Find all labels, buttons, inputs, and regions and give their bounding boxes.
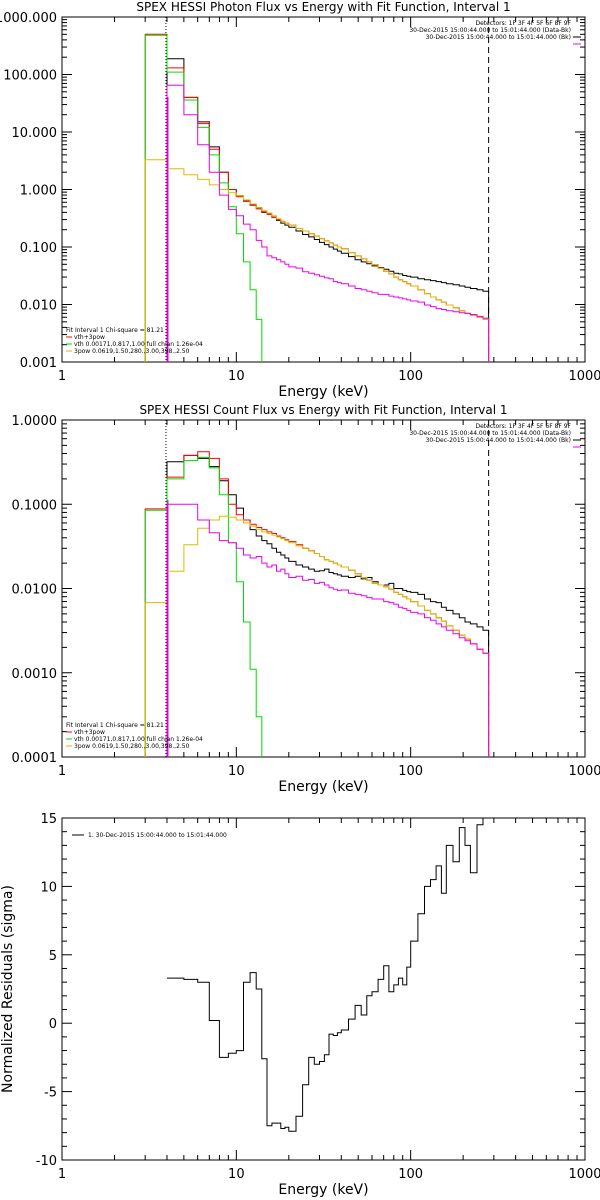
y-tick-label: 1.000 [20, 184, 57, 199]
series-line-black [166, 58, 490, 362]
x-tick-label: 1 [58, 369, 66, 384]
y-tick-label: 0.001 [20, 356, 57, 371]
legend-entry: vth+3pow [74, 729, 105, 736]
legend-entry: Fit Interval 1 Chi-square = 81.21 [66, 722, 164, 729]
legend-entry: 3pow 0.0619,1.50,280.,3.00,398.,2.50 [74, 348, 190, 355]
series-line-green [144, 34, 263, 362]
header-line: 30-Dec-2015 15:00:44.000 to 15:01:44.000… [409, 430, 571, 437]
series-line-magenta [166, 503, 490, 757]
plot-area [144, 420, 490, 757]
series-line-black [166, 454, 490, 757]
series-line-magenta [166, 84, 490, 362]
header-line: Detectors: 1F 3F 4F 5F 6F 8F 9F [475, 423, 571, 430]
x-tick-label: 10 [228, 369, 245, 384]
legend-entry: Fit Interval 1 Chi-square = 81.21 [66, 327, 164, 334]
y-tick-label: 100.000 [3, 69, 57, 84]
x-tick-label: 100 [398, 1167, 423, 1182]
y-tick-label: 0.010 [20, 299, 57, 314]
x-tick-label: 1 [58, 1167, 66, 1182]
y-tick-label: 10.000 [12, 126, 58, 141]
header-line: Detectors: 1F 3F 4F 5F 6F 8F 9F [475, 20, 571, 27]
y-tick-label: -5 [44, 1086, 57, 1101]
legend-entry: 1. 30-Dec-2015 15:00:44.000 to 15:01:44.… [88, 832, 227, 839]
y-tick-label: 1000.000 [0, 11, 57, 26]
plot-area [167, 818, 489, 1132]
legend-entry: vth 0.00171,0.817,1.00 full chian 1.26e-… [74, 736, 203, 743]
x-tick-label: 100 [398, 369, 423, 384]
x-axis-label: Energy (keV) [278, 779, 368, 795]
y-tick-label: 0.1000 [12, 498, 58, 513]
y-tick-label: 0 [49, 1017, 57, 1032]
chart-title: SPEX HESSI Photon Flux vs Energy with Fi… [136, 0, 510, 14]
header-line: 30-Dec-2015 15:00:44.000 to 15:01:44.000… [426, 437, 571, 444]
legend-entry: 3pow 0.0619,1.50,280.,3.00,398.,2.50 [74, 743, 190, 750]
plot-frame [61, 16, 586, 363]
residuals-panel: 1 10 100 1000 -10 -5 0 5 10 15 Energy (keV) Normali… [0, 812, 600, 1198]
series-line-yellow [144, 515, 490, 757]
y-tick-label: 0.0001 [12, 751, 58, 766]
x-tick-label: 100 [398, 764, 423, 779]
header-line: 30-Dec-2015 15:00:44.000 to 15:01:44.000… [409, 27, 571, 34]
series-line-black [167, 818, 489, 1132]
x-tick-label: 1000 [568, 764, 600, 779]
legend-entry: vth+3pow [74, 334, 105, 341]
y-tick-label: 15 [40, 812, 57, 827]
plot-area [144, 17, 490, 362]
y-tick-label: -10 [36, 1154, 57, 1169]
x-tick-label: 10 [228, 764, 245, 779]
plot-frame [61, 419, 586, 758]
y-tick-label: 10 [40, 880, 57, 895]
x-tick-label: 1 [58, 764, 66, 779]
series-line-yellow [144, 159, 490, 362]
y-tick-label: 0.0010 [12, 667, 58, 682]
count-flux-panel: SPEX HESSI Count Flux vs Energy with Fit… [12, 403, 600, 795]
plot-frame [61, 817, 586, 1161]
series-line-red [144, 33, 490, 362]
y-tick-label: 0.100 [20, 241, 57, 256]
x-tick-label: 1000 [568, 369, 600, 384]
series-line-green [144, 456, 263, 757]
y-axis-label: Normalized Residuals (sigma) [0, 885, 16, 1093]
photon-flux-panel: SPEX HESSI Photon Flux vs Energy with Fi… [0, 0, 600, 400]
x-tick-label: 1000 [568, 1167, 600, 1182]
header-line: 30-Dec-2015 15:00:44.000 to 15:01:44.000… [426, 34, 571, 41]
y-tick-label: 1.0000 [12, 414, 58, 429]
y-tick-label: 5 [49, 949, 57, 964]
chart-title: SPEX HESSI Count Flux vs Energy with Fit… [139, 403, 507, 417]
x-tick-label: 10 [228, 1167, 245, 1182]
legend-entry: vth 0.00171,0.817,1.00 full chian 1.26e-… [74, 341, 203, 348]
x-axis-label: Energy (keV) [278, 1182, 368, 1198]
series-line-red [144, 451, 490, 757]
x-axis-label: Energy (keV) [278, 384, 368, 400]
y-tick-label: 0.0100 [12, 583, 58, 598]
